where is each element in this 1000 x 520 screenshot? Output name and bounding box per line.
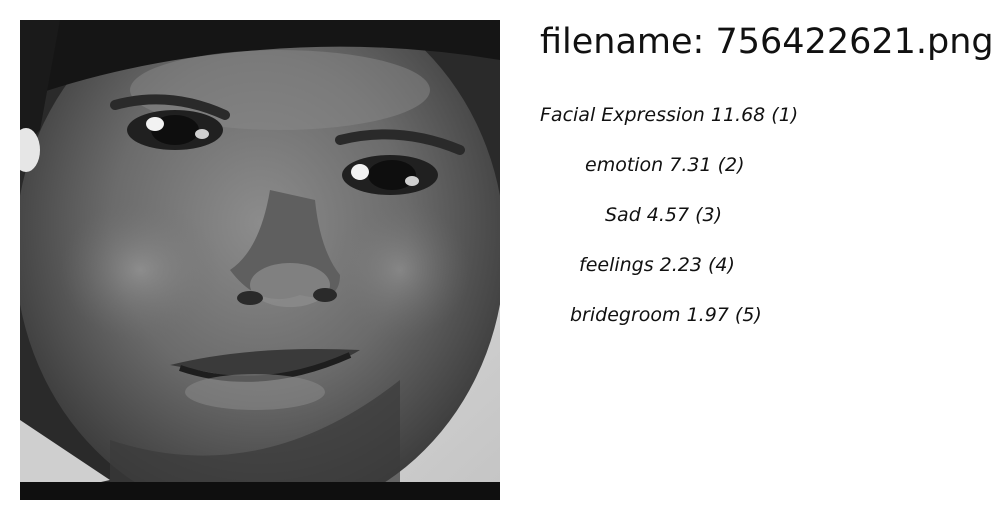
prediction-item: bridegroom 1.97 (5) (570, 304, 762, 326)
filename-title: filename: 756422621.png (540, 22, 994, 62)
prediction-item: Facial Expression 11.68 (1) (540, 104, 799, 126)
prediction-item: feelings 2.23 (4) (579, 254, 735, 276)
face-photo (20, 20, 500, 500)
filename-value: 756422621.png (715, 22, 994, 62)
prediction-item: Sad 4.57 (3) (605, 204, 723, 226)
prediction-list: Facial Expression 11.68 (1) emotion 7.31… (540, 102, 799, 352)
face-photo-illustration (20, 20, 500, 500)
prediction-item: emotion 7.31 (2) (585, 154, 745, 176)
filename-prefix: filename: (540, 22, 716, 62)
